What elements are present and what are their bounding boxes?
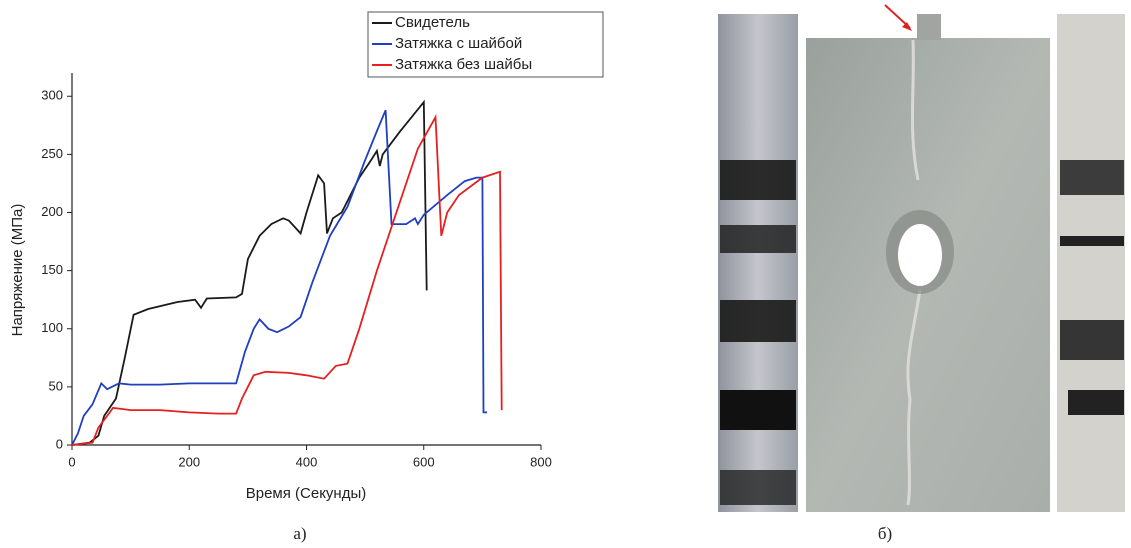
y-tick-label: 50 [49,378,63,393]
panel-label: б) [878,524,892,543]
y-tick-label: 250 [41,146,63,161]
hole [898,224,942,286]
side-strip [1057,14,1125,512]
y-tick-label: 300 [41,88,63,103]
x-tick-label: 800 [530,454,552,469]
stripe [720,160,796,200]
figure: а) б) Время (Секунды) Напряжение (МПа) 0… [0,0,1131,548]
y-tick-label: 100 [41,320,63,335]
side-strip [718,14,798,512]
legend-label: Затяжка без шайбы [395,56,532,73]
stripe [720,470,796,505]
specimen-tab [917,14,941,40]
stripe [1060,236,1124,246]
series-line [72,102,427,445]
page: а) б) Время (Секунды) Напряжение (МПа) 0… [0,0,1131,548]
legend-label: Свидетель [395,14,470,31]
panel-label: а) [293,524,306,543]
stripe [720,300,796,342]
y-tick-label: 0 [56,436,63,451]
y-axis-label: Напряжение (МПа) [9,204,26,337]
stripe [1060,320,1124,360]
photo [718,5,1125,512]
stripe [720,225,796,253]
y-tick-label: 200 [41,204,63,219]
x-tick-label: 600 [413,454,435,469]
stripe [1068,390,1124,415]
stripe [720,390,796,430]
y-tick-label: 150 [41,262,63,277]
series-line [72,117,502,445]
legend-label: Затяжка с шайбой [395,35,522,52]
x-axis-label: Время (Секунды) [246,485,367,502]
x-tick-label: 0 [68,454,75,469]
stripe [1060,160,1124,195]
x-tick-label: 400 [296,454,318,469]
x-tick-label: 200 [178,454,200,469]
